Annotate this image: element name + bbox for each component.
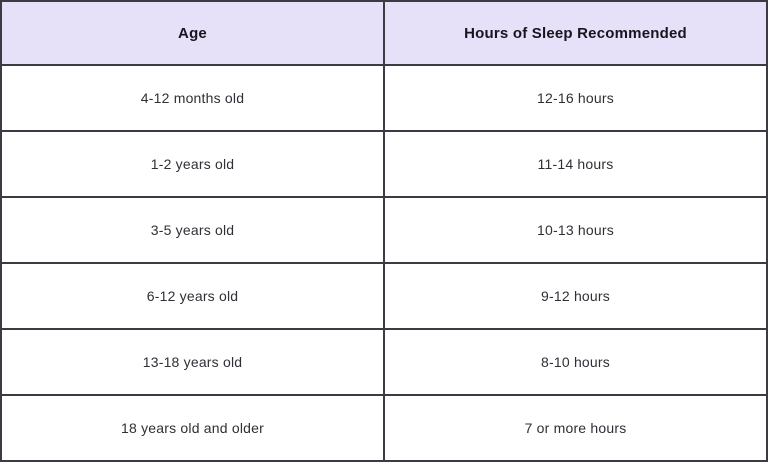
- hours-cell: 12-16 hours: [383, 64, 768, 132]
- hours-cell: 11-14 hours: [383, 130, 768, 198]
- age-cell: 13-18 years old: [0, 328, 385, 396]
- table-row: 6-12 years old 9-12 hours: [0, 262, 768, 330]
- hours-cell: 8-10 hours: [383, 328, 768, 396]
- table-row: 4-12 months old 12-16 hours: [0, 64, 768, 132]
- table-row: 13-18 years old 8-10 hours: [0, 328, 768, 396]
- hours-cell: 7 or more hours: [383, 394, 768, 462]
- age-cell: 6-12 years old: [0, 262, 385, 330]
- table-body: 4-12 months old 12-16 hours 1-2 years ol…: [0, 64, 768, 462]
- hours-cell: 9-12 hours: [383, 262, 768, 330]
- header-cell-hours: Hours of Sleep Recommended: [383, 0, 768, 66]
- table-row: 3-5 years old 10-13 hours: [0, 196, 768, 264]
- table-header: Age Hours of Sleep Recommended: [0, 0, 768, 66]
- age-cell: 3-5 years old: [0, 196, 385, 264]
- table-row: 18 years old and older 7 or more hours: [0, 394, 768, 462]
- hours-cell: 10-13 hours: [383, 196, 768, 264]
- age-cell: 4-12 months old: [0, 64, 385, 132]
- age-cell: 1-2 years old: [0, 130, 385, 198]
- header-cell-age: Age: [0, 0, 385, 66]
- table-row: 1-2 years old 11-14 hours: [0, 130, 768, 198]
- header-row: Age Hours of Sleep Recommended: [0, 0, 768, 66]
- age-cell: 18 years old and older: [0, 394, 385, 462]
